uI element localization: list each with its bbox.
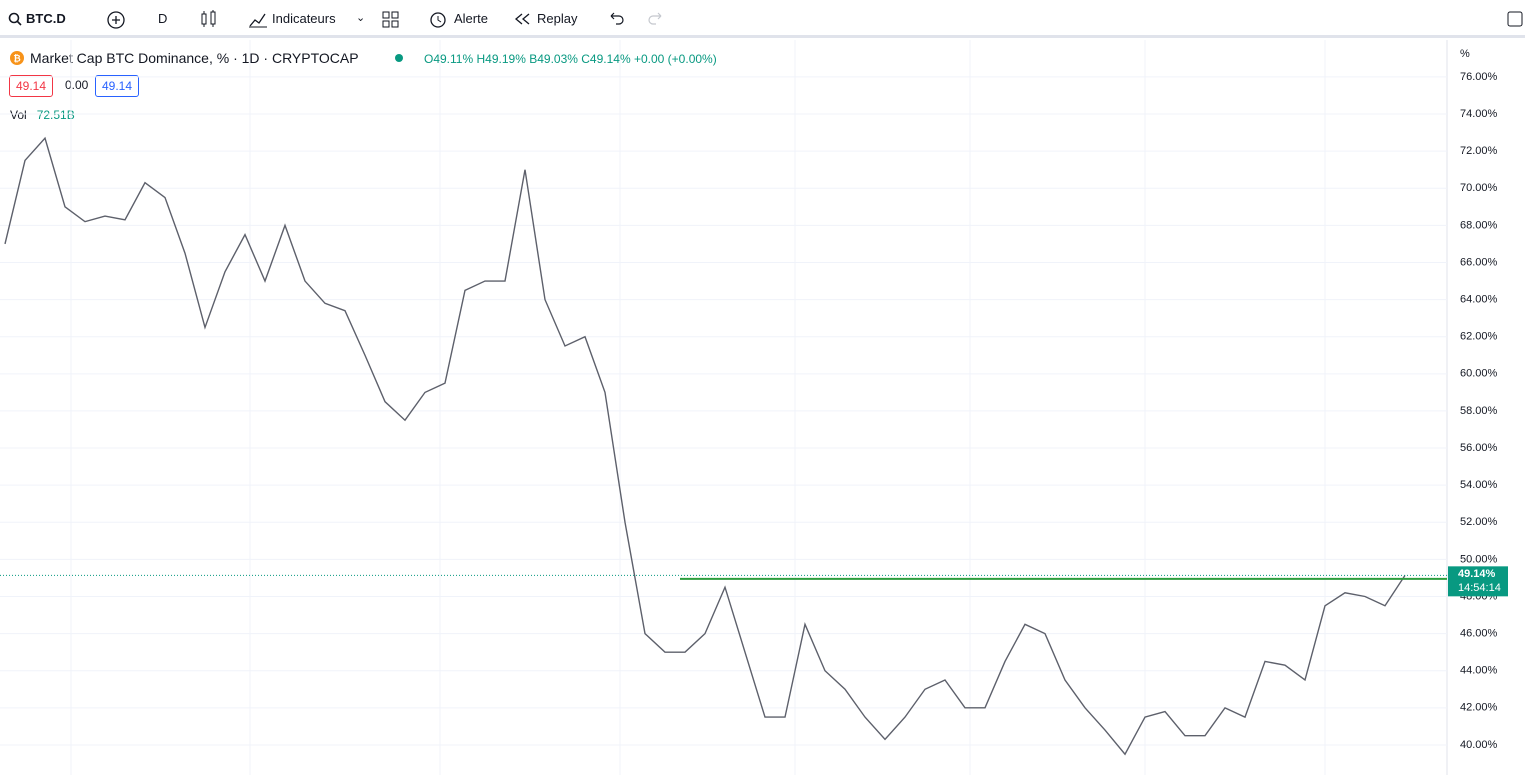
low: B49.03%	[529, 52, 578, 66]
y-tick-label: 74.00%	[1460, 108, 1498, 120]
alert[interactable]: Alerte	[454, 11, 488, 26]
btc-icon: ₿	[10, 51, 24, 65]
high: H49.19%	[476, 52, 526, 66]
price-line	[4, 136, 1406, 756]
volume-value: 72.51B	[36, 108, 75, 122]
y-tick-label: 54.00%	[1460, 479, 1498, 491]
status-dot	[395, 54, 403, 62]
y-tick-label: 46.00%	[1460, 628, 1498, 640]
dropdown-arrow[interactable]: ⌄	[356, 12, 366, 24]
countdown: 14:54:14	[1458, 582, 1501, 594]
y-tick-label: 68.00%	[1460, 219, 1498, 231]
symbol[interactable]: BTC.D	[26, 11, 66, 26]
interval[interactable]: D	[158, 11, 168, 26]
y-tick-label: 76.00%	[1460, 71, 1498, 83]
series-title: Market Cap BTC Dominance, % · 1D · CRYPT…	[30, 50, 359, 66]
y-tick-label: 52.00%	[1460, 516, 1498, 528]
indicators[interactable]: Indicateurs	[272, 11, 336, 26]
window-icon[interactable]	[1507, 11, 1523, 27]
add-icon[interactable]	[106, 10, 126, 30]
open: O49.11%	[424, 52, 474, 66]
volume-legend: Vol 72.51B	[10, 108, 75, 122]
search-icon	[8, 12, 22, 26]
ohlc: O49.11% H49.19% B49.03% C49.14% +0.00 (+…	[424, 52, 717, 66]
candles-icon[interactable]	[200, 9, 218, 29]
y-tick-label: 50.00%	[1460, 553, 1498, 565]
y-tick-label: 62.00%	[1460, 331, 1498, 343]
bid-box[interactable]: 49.14	[9, 75, 54, 97]
y-tick-label: 66.00%	[1460, 256, 1498, 268]
alert-icon[interactable]	[428, 9, 448, 29]
svg-text:₿: ₿	[13, 53, 20, 63]
undo-redo[interactable]	[608, 12, 668, 26]
close: C49.14%	[581, 52, 631, 66]
y-tick-label: 56.00%	[1460, 442, 1498, 454]
volume-label: Vol	[10, 108, 27, 122]
y-tick-label: 60.00%	[1460, 368, 1498, 380]
replay-icon[interactable]	[514, 13, 532, 25]
y-tick-label: 58.00%	[1460, 405, 1498, 417]
indicators-icon[interactable]	[248, 9, 268, 29]
last-price-box	[1448, 566, 1508, 597]
chart: % 40.00%42.00%44.00%46.00%48.00%50.00%52…	[0, 40, 1508, 775]
y-axis-label: %	[1460, 48, 1470, 60]
last-price-label: 49.14%	[1458, 568, 1496, 580]
y-tick-label: 40.00%	[1460, 739, 1498, 751]
toolbar: BTC.D D Indicateurs ⌄ Alerte Replay	[0, 0, 1525, 38]
ask-box[interactable]: 49.14	[95, 75, 140, 97]
y-tick-label: 72.00%	[1460, 145, 1498, 157]
y-tick-label: 64.00%	[1460, 294, 1498, 306]
layout-icon[interactable]	[382, 11, 400, 29]
y-tick-label: 42.00%	[1460, 702, 1498, 714]
y-tick-label: 44.00%	[1460, 665, 1498, 677]
y-tick-label: 70.00%	[1460, 182, 1498, 194]
replay[interactable]: Replay	[537, 11, 578, 26]
change: +0.00 (+0.00%)	[633, 52, 717, 66]
